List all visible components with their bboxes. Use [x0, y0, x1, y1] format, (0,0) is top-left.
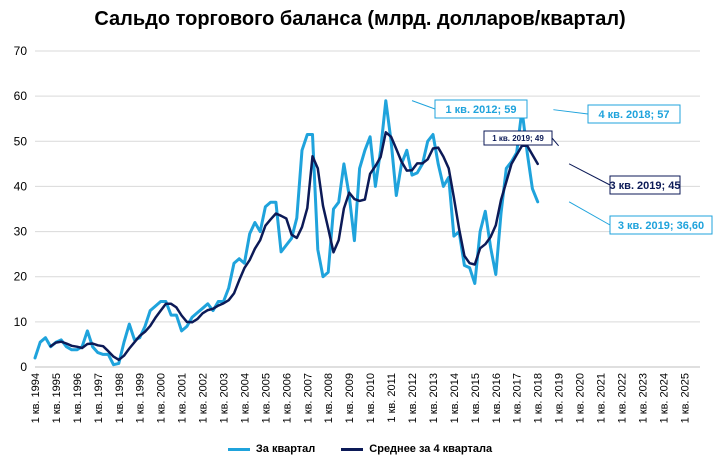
- annotation-box: [587, 104, 681, 124]
- y-tick-label: 40: [14, 179, 28, 193]
- y-tick-label: 10: [14, 315, 28, 329]
- legend-label-quarter: За квартал: [255, 443, 316, 455]
- x-tick-label: 1 кв. 2015: [470, 373, 482, 423]
- annotation-box: [434, 99, 528, 119]
- annotation-label: 1 кв. 2019; 49: [492, 134, 544, 143]
- x-tick-label: 1 кв. 2021: [596, 373, 608, 423]
- y-tick-label: 20: [14, 270, 28, 284]
- x-tick-label: 1 кв. 1999: [135, 373, 147, 423]
- legend-item-quarter: За квартал: [227, 443, 316, 455]
- legend-swatch-quarter: [227, 447, 250, 451]
- annotation-leader: [568, 163, 611, 186]
- x-tick-label: 1 кв. 2005: [260, 373, 272, 423]
- y-tick-label: 60: [14, 89, 28, 103]
- x-tick-label: 1 кв. 2011: [386, 373, 398, 423]
- y-tick-label: 0: [20, 360, 27, 374]
- x-tick-label: 1 кв. 2014: [449, 373, 461, 423]
- x-tick-label: 1 кв. 2018: [533, 373, 545, 423]
- annotation-leader: [553, 109, 589, 115]
- x-tick-label: 1 кв. 2006: [281, 373, 293, 423]
- x-tick-label: 1 кв. 2016: [491, 373, 503, 423]
- x-tick-label: 1 кв. 2003: [219, 373, 231, 423]
- x-tick-label: 1 кв. 2007: [302, 373, 314, 423]
- x-tick-label: 1 кв. 1994: [30, 373, 42, 423]
- annotation-box: [609, 215, 713, 235]
- x-tick-label: 1 кв. 2022: [616, 373, 628, 423]
- x-tick-label: 1 кв. 1997: [93, 373, 105, 423]
- x-tick-label: 1 кв. 2008: [323, 373, 335, 423]
- legend-label-average: Среднее за 4 квартала: [369, 443, 493, 455]
- chart-title: Сальдо торгового баланса (млрд. долларов…: [94, 8, 626, 30]
- y-tick-label: 70: [14, 44, 28, 58]
- legend-item-average: Среднее за 4 квартала: [341, 443, 492, 455]
- x-tick-label: 1 кв. 1995: [51, 373, 63, 423]
- annotation-label: 1 кв. 2012; 59: [446, 104, 517, 116]
- annotation-box: [609, 175, 681, 195]
- x-tick-label: 1 кв. 2009: [344, 373, 356, 423]
- x-tick-label: 1 кв. 2004: [239, 373, 251, 423]
- legend: За квартал Среднее за 4 квартала: [0, 443, 720, 455]
- x-tick-label: 1 кв. 2010: [365, 373, 377, 423]
- annotation-label: 4 кв. 2018; 57: [599, 109, 670, 121]
- x-tick-label: 1 кв. 1996: [72, 373, 84, 423]
- x-tick-label: 1 кв. 2025: [679, 373, 691, 423]
- x-tick-label: 1 кв. 2023: [637, 373, 649, 423]
- x-tick-label: 1 кв. 2012: [407, 373, 419, 423]
- x-tick-label: 1 кв. 2020: [575, 373, 587, 423]
- y-tick-label: 30: [14, 225, 28, 239]
- annotation-label: 3 кв. 2019; 45: [610, 180, 681, 192]
- series-line-average: [49, 131, 539, 362]
- x-tick-label: 1 кв. 1998: [114, 373, 126, 423]
- annotation-leader: [568, 201, 611, 226]
- x-tick-label: 1 кв. 2017: [512, 373, 524, 423]
- legend-swatch-average: [341, 447, 364, 451]
- x-tick-label: 1 кв. 2002: [198, 373, 210, 423]
- annotation-leader: [411, 100, 436, 110]
- x-tick-label: 1 кв. 2000: [156, 373, 168, 423]
- annotation-leader: [551, 137, 560, 147]
- annotation-box: [483, 130, 553, 146]
- y-tick-label: 50: [14, 134, 28, 148]
- series-line-quarter: [33, 99, 540, 367]
- x-tick-label: 1 кв. 2001: [177, 373, 189, 423]
- annotation-label: 3 кв. 2019; 36,60: [618, 220, 704, 232]
- x-tick-label: 1 кв. 2019: [554, 373, 566, 423]
- x-tick-label: 1 кв. 2013: [428, 373, 440, 423]
- x-tick-label: 1 кв. 2024: [658, 373, 670, 423]
